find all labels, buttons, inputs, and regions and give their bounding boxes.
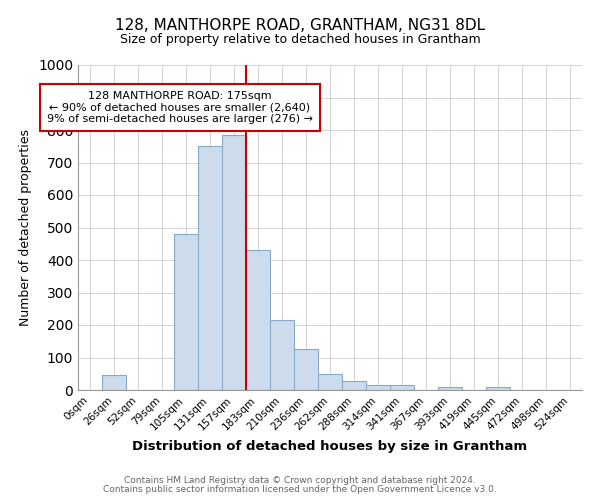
Bar bbox=[222, 135, 246, 390]
Bar bbox=[270, 320, 294, 390]
Bar bbox=[486, 387, 510, 390]
Bar bbox=[174, 234, 198, 390]
Bar bbox=[246, 250, 270, 390]
Text: Contains HM Land Registry data © Crown copyright and database right 2024.: Contains HM Land Registry data © Crown c… bbox=[124, 476, 476, 485]
X-axis label: Distribution of detached houses by size in Grantham: Distribution of detached houses by size … bbox=[133, 440, 527, 453]
Text: Size of property relative to detached houses in Grantham: Size of property relative to detached ho… bbox=[119, 32, 481, 46]
Bar bbox=[342, 381, 366, 390]
Bar bbox=[390, 385, 414, 390]
Bar bbox=[438, 387, 462, 390]
Bar bbox=[366, 385, 390, 390]
Y-axis label: Number of detached properties: Number of detached properties bbox=[19, 129, 32, 326]
Bar bbox=[102, 376, 126, 390]
Bar bbox=[198, 146, 222, 390]
Text: Contains public sector information licensed under the Open Government Licence v3: Contains public sector information licen… bbox=[103, 484, 497, 494]
Bar bbox=[294, 350, 318, 390]
Text: 128, MANTHORPE ROAD, GRANTHAM, NG31 8DL: 128, MANTHORPE ROAD, GRANTHAM, NG31 8DL bbox=[115, 18, 485, 32]
Bar bbox=[318, 374, 342, 390]
Text: 128 MANTHORPE ROAD: 175sqm
← 90% of detached houses are smaller (2,640)
9% of se: 128 MANTHORPE ROAD: 175sqm ← 90% of deta… bbox=[47, 91, 313, 124]
